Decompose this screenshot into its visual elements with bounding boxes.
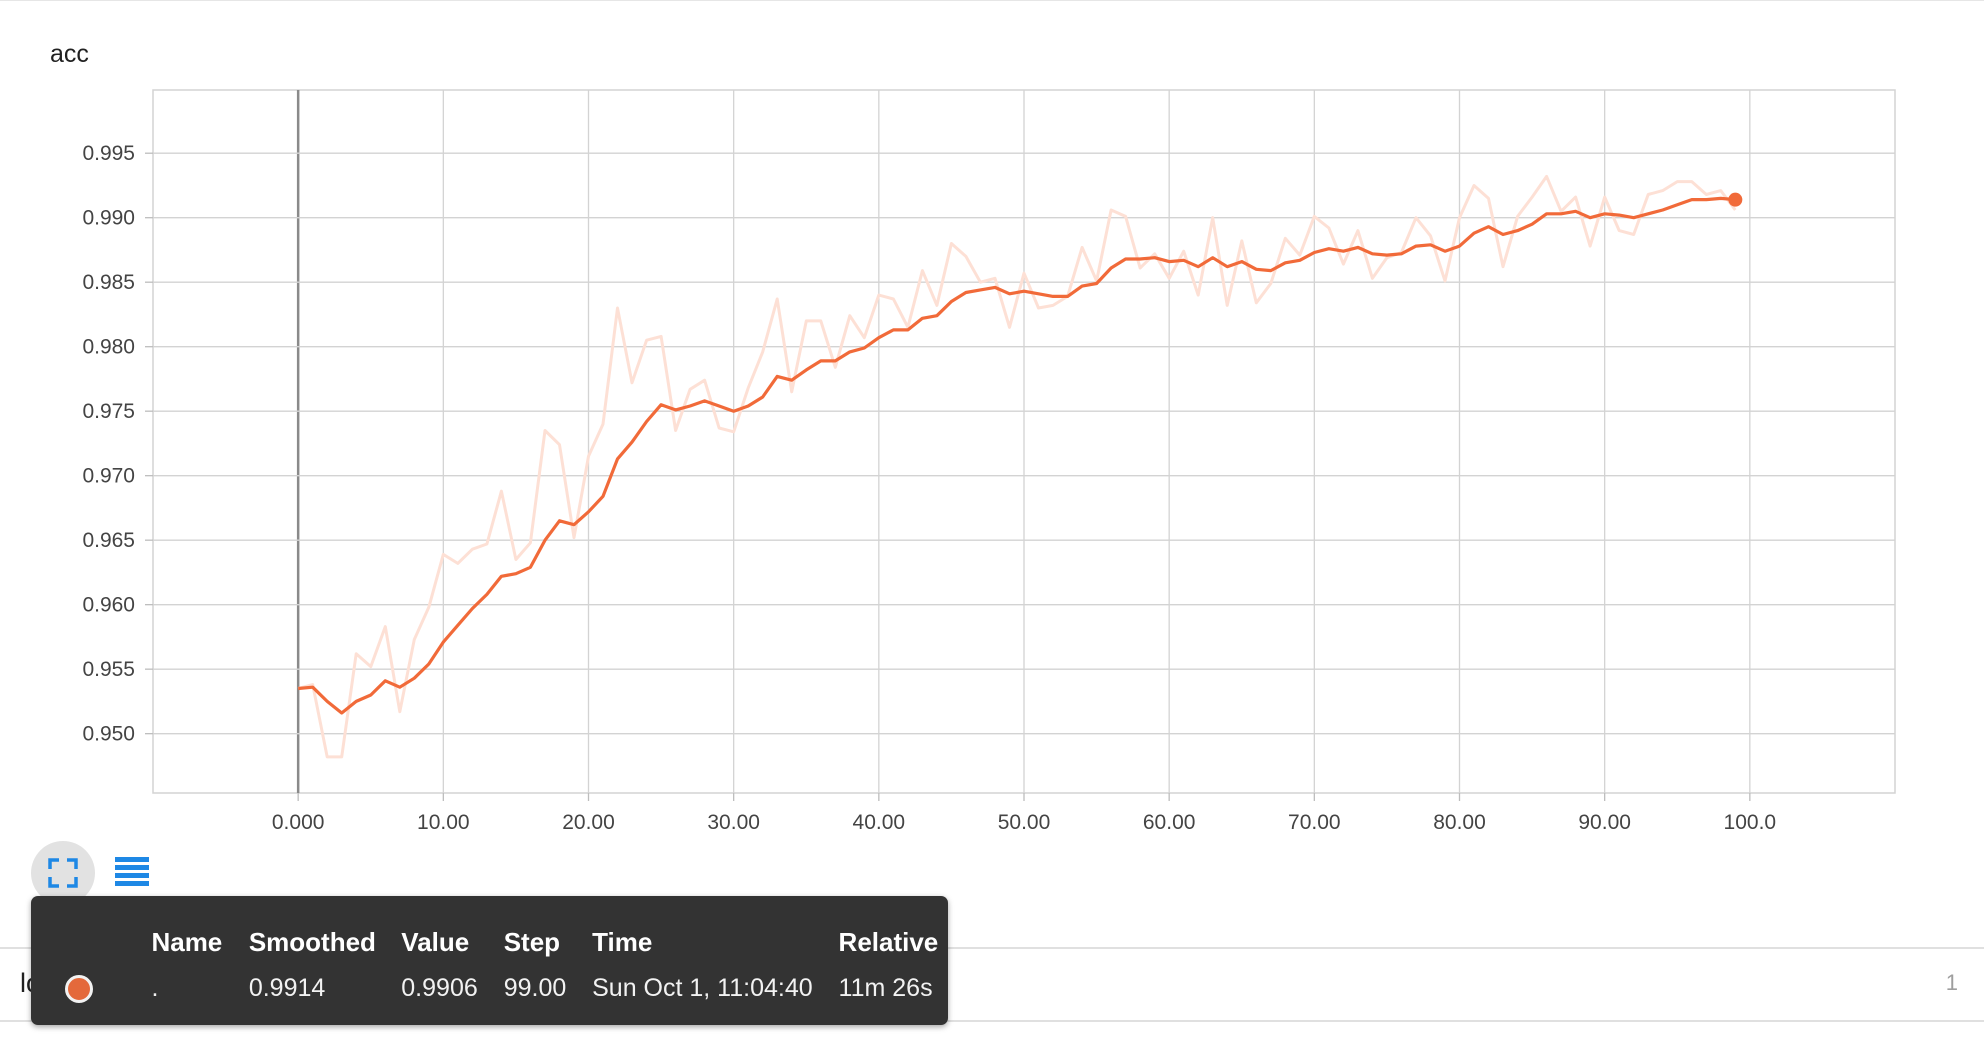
y-tick-label: 0.990 <box>82 207 135 230</box>
tooltip-header-row: Name Smoothed Value Step Time Relative <box>31 922 948 962</box>
tooltip-header-smoothed: Smoothed <box>248 926 376 957</box>
chart-tooltip: Name Smoothed Value Step Time Relative .… <box>31 896 948 1025</box>
data-table-button[interactable] <box>113 855 151 891</box>
x-tick-label: 10.00 <box>417 811 470 830</box>
tooltip-header-value: Value <box>401 926 470 957</box>
top-divider <box>0 0 1984 1</box>
tooltip-step: 99.00 <box>503 973 567 1002</box>
x-tick-label: 70.00 <box>1288 811 1341 830</box>
x-tick-label: 50.00 <box>998 811 1051 830</box>
tooltip-header-relative: Relative <box>838 926 939 957</box>
y-tick-label: 0.980 <box>82 336 135 359</box>
acc-line-chart[interactable]: 0.000 10.00 20.00 30.00 40.00 50.00 60.00 70.00… <box>0 0 1984 830</box>
hover-point-marker <box>1728 192 1743 207</box>
y-tick-label: 0.985 <box>82 271 135 294</box>
data-table-icon <box>115 857 149 886</box>
run-row-top-divider <box>0 947 1984 949</box>
y-tick-label: 0.965 <box>82 529 135 552</box>
x-tick-label: 30.00 <box>707 811 760 830</box>
x-tick-label: 20.00 <box>562 811 615 830</box>
tooltip-header-time: Time <box>592 926 653 957</box>
tooltip-smoothed: 0.9914 <box>248 973 326 1002</box>
run-color-swatch <box>65 974 93 1003</box>
run-row-bottom-divider <box>0 1020 1984 1022</box>
tooltip-data-row: . 0.9914 0.9906 99.00 Sun Oct 1, 11:04:4… <box>31 962 948 1014</box>
y-tick-label: 0.970 <box>82 465 135 488</box>
tooltip-time: Sun Oct 1, 11:04:40 <box>592 973 813 1002</box>
chart-title: acc <box>50 40 89 68</box>
tooltip-header-name: Name <box>151 926 223 957</box>
x-tick-label: 0.000 <box>272 811 325 830</box>
x-tick-label: 100.0 <box>1724 811 1777 830</box>
tooltip-swatch-cell <box>31 962 151 1014</box>
tooltip-table: Name Smoothed Value Step Time Relative .… <box>31 922 948 1014</box>
tooltip-name: . <box>151 973 159 1002</box>
x-tick-label: 90.00 <box>1578 811 1631 830</box>
x-tick-label: 60.00 <box>1143 811 1196 830</box>
y-tick-label: 0.995 <box>82 142 135 165</box>
y-tick-label: 0.950 <box>82 723 135 746</box>
y-tick-label: 0.960 <box>82 594 135 617</box>
raw-series-line <box>297 174 1737 759</box>
tooltip-header-swatch <box>31 922 151 962</box>
x-tick-label: 40.00 <box>853 811 906 830</box>
smoothed-series-line <box>298 196 1736 715</box>
tooltip-relative: 11m 26s <box>838 973 933 1002</box>
run-row-count: 1 <box>1945 970 1958 995</box>
y-tick-label: 0.955 <box>82 658 135 681</box>
fit-to-data-icon <box>48 858 78 888</box>
x-tick-label: 80.00 <box>1433 811 1486 830</box>
tooltip-value: 0.9906 <box>401 973 478 1002</box>
tooltip-header-step: Step <box>503 926 561 957</box>
y-tick-label: 0.975 <box>82 400 135 423</box>
fit-to-data-button[interactable] <box>31 841 95 905</box>
